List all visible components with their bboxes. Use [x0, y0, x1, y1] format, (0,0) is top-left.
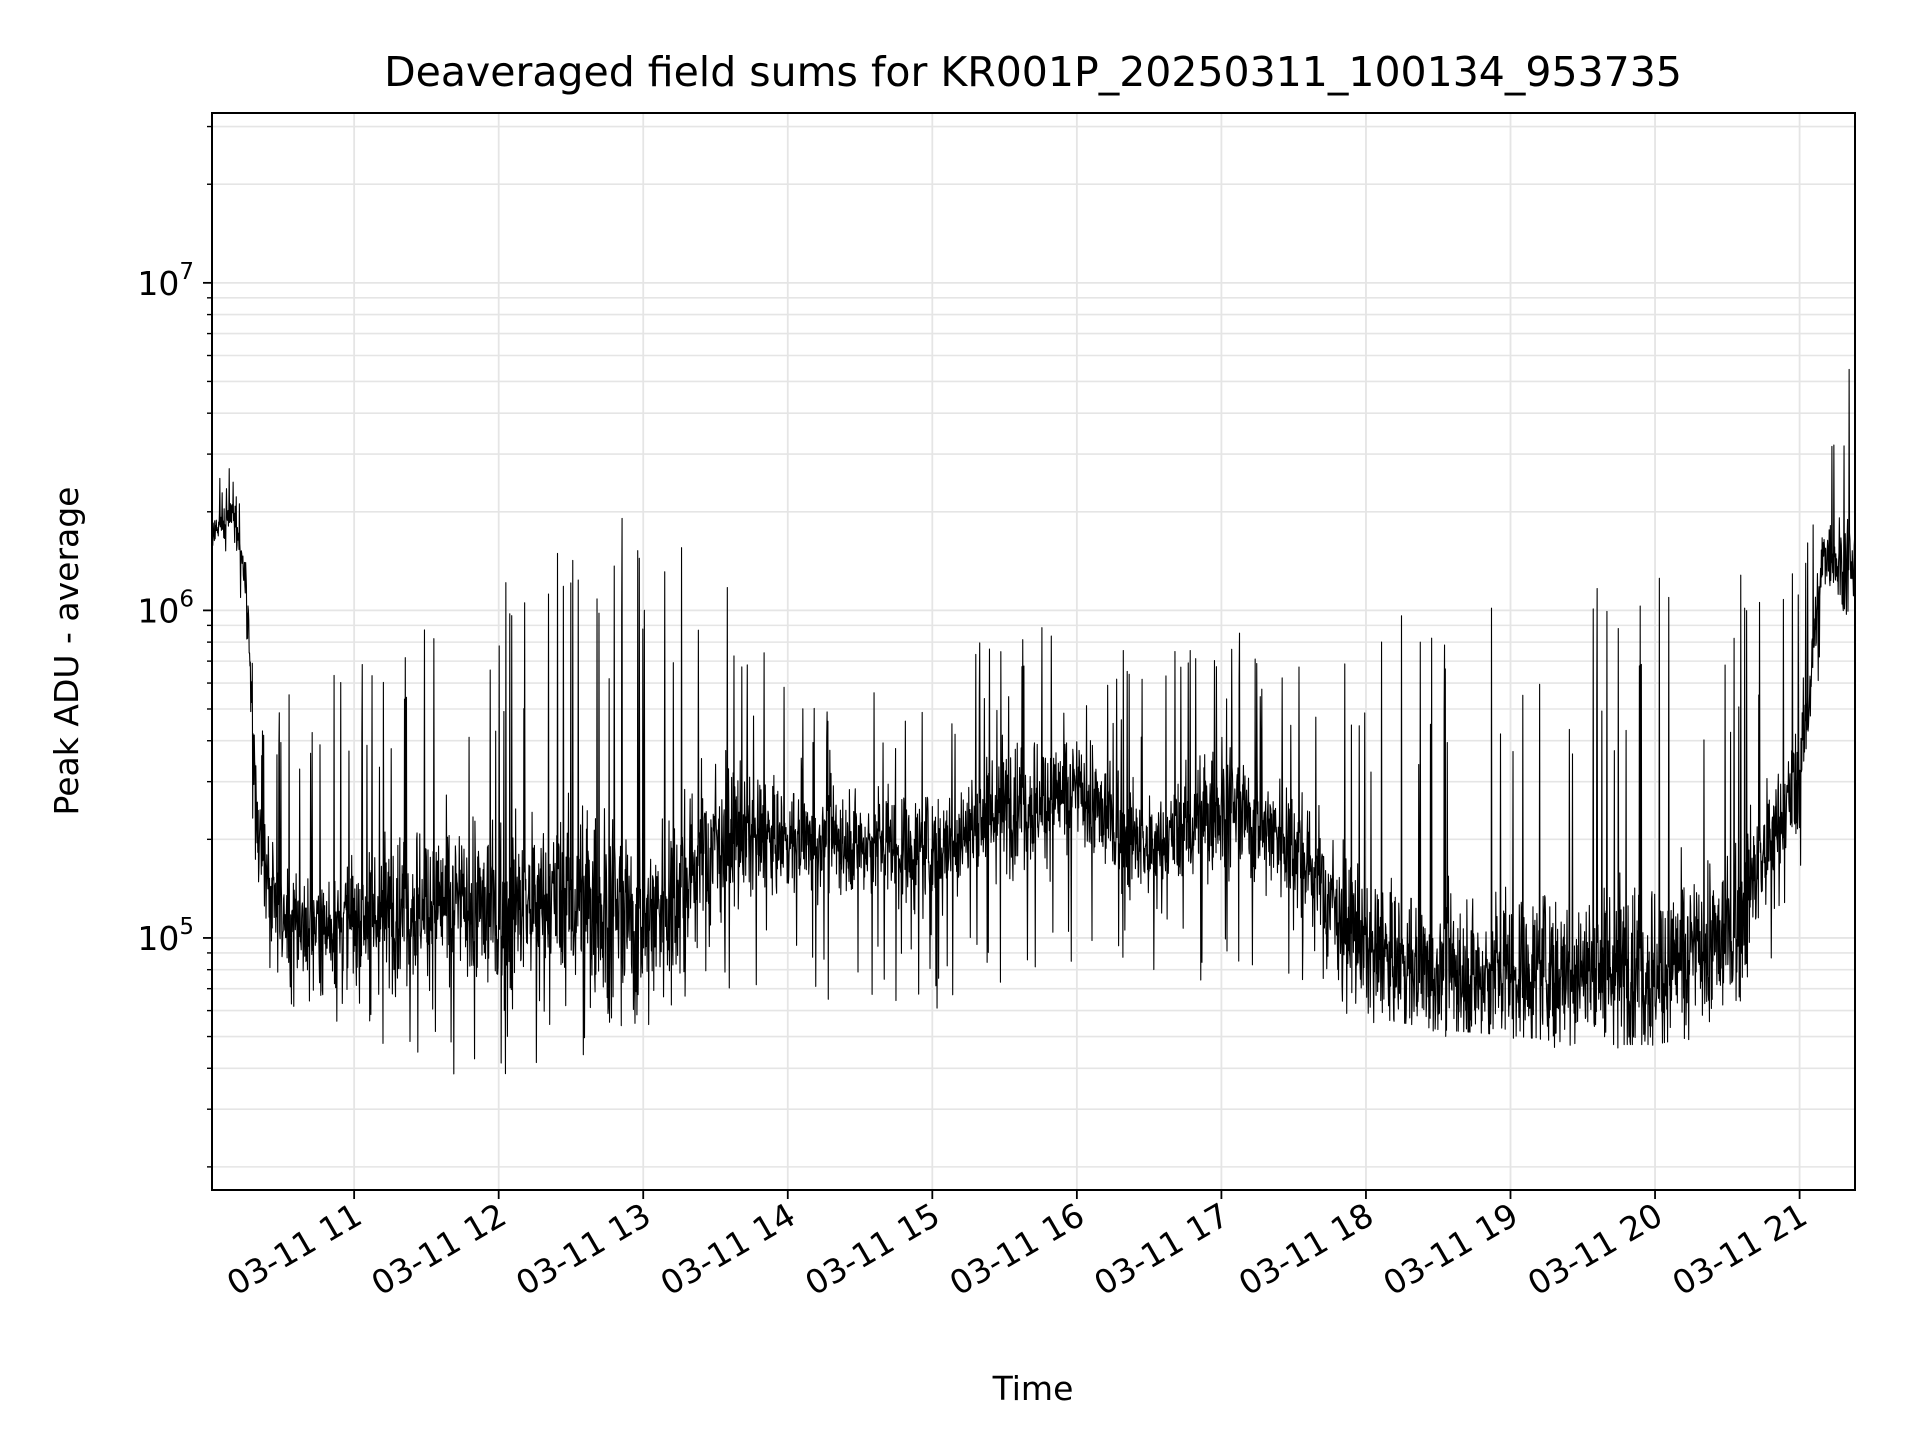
series-line — [211, 368, 1856, 1075]
plot-frame — [211, 112, 1856, 1191]
x-axis-label: Time — [992, 1369, 1074, 1408]
chart-title: Deaveraged field sums for KR001P_2025031… — [384, 48, 1682, 96]
y-axis-label: Peak ADU - average — [47, 487, 86, 816]
series-group — [211, 368, 1856, 1075]
